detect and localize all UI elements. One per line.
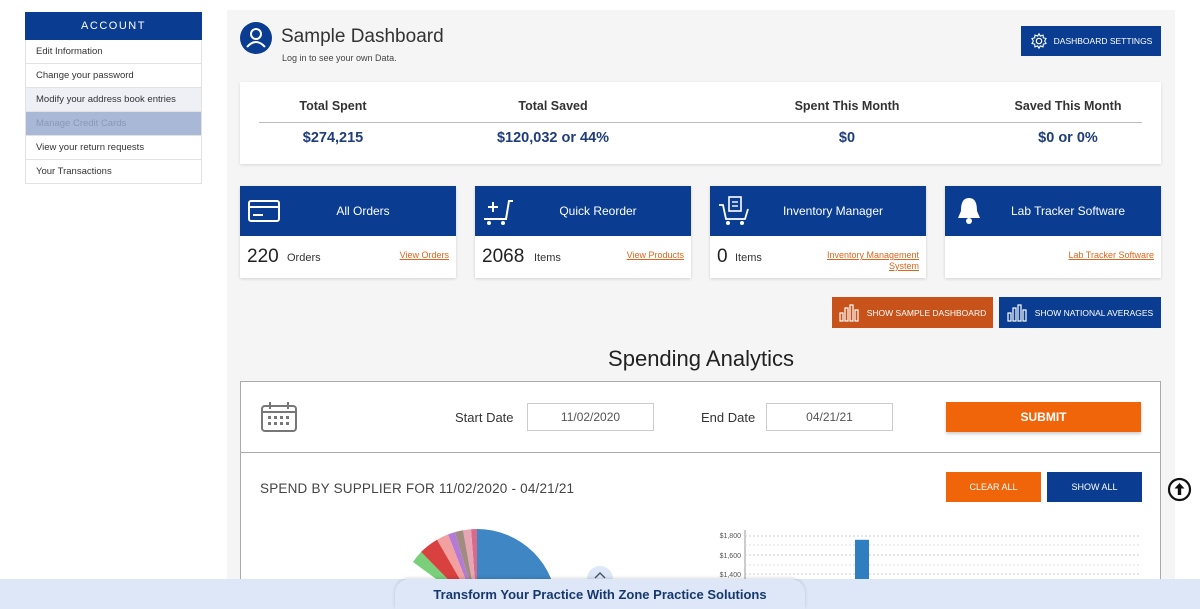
show-sample-dashboard-button[interactable]: SHOW SAMPLE DASHBOARD bbox=[832, 297, 993, 328]
card-all-orders: All Orders 220 Orders View Orders bbox=[240, 186, 456, 278]
card-title: Inventory Manager bbox=[782, 204, 884, 218]
y-tick-label: $1,400 bbox=[720, 572, 742, 579]
clear-all-button[interactable]: CLEAR ALL bbox=[946, 472, 1041, 502]
credit-card-icon bbox=[248, 200, 280, 222]
card-unit: Items bbox=[534, 252, 561, 264]
date-filter-row: Start Date End Date SUBMIT bbox=[241, 382, 1160, 453]
stat-value-total-spent: $274,215 bbox=[302, 130, 364, 146]
page-title: Sample Dashboard bbox=[281, 26, 444, 47]
sidebar-header: ACCOUNT bbox=[25, 12, 202, 40]
lab-tracker-link[interactable]: Lab Tracker Software bbox=[1068, 250, 1154, 260]
sidebar-item-return-requests[interactable]: View your return requests bbox=[25, 136, 202, 160]
card-unit: Orders bbox=[287, 252, 321, 264]
dashboard-settings-label: DASHBOARD SETTINGS bbox=[1053, 36, 1153, 46]
show-national-averages-button[interactable]: SHOW NATIONAL AVERAGES bbox=[999, 297, 1161, 328]
analytics-box: Start Date End Date SUBMIT SPEND BY SUPP… bbox=[240, 381, 1161, 609]
user-avatar-icon bbox=[240, 22, 272, 54]
card-title: Quick Reorder bbox=[559, 204, 637, 218]
card-lab-tracker: Lab Tracker Software Lab Tracker Softwar… bbox=[945, 186, 1161, 278]
start-date-label: Start Date bbox=[455, 410, 514, 425]
spending-analytics-title: Spending Analytics bbox=[608, 346, 794, 371]
y-tick-label: $1,800 bbox=[720, 533, 742, 540]
inventory-cart-icon bbox=[719, 196, 749, 225]
sidebar-item-edit-information[interactable]: Edit Information bbox=[25, 40, 202, 64]
card-title: Lab Tracker Software bbox=[1010, 204, 1126, 218]
cart-plus-icon bbox=[484, 200, 513, 225]
card-header[interactable]: Inventory Manager bbox=[710, 186, 926, 236]
inventory-management-link[interactable]: Inventory Management System bbox=[826, 250, 919, 271]
page-subtitle: Log in to see your own Data. bbox=[282, 53, 397, 63]
stat-value-saved-this-month: $0 or 0% bbox=[1038, 130, 1098, 146]
end-date-label: End Date bbox=[701, 410, 756, 425]
card-count: 2068 bbox=[482, 246, 525, 267]
card-count: 220 bbox=[247, 246, 279, 267]
scroll-to-top-icon[interactable] bbox=[1167, 477, 1192, 502]
spend-by-supplier-title: SPEND BY SUPPLIER FOR 11/02/2020 - 04/21… bbox=[260, 481, 575, 496]
gear-icon bbox=[1030, 32, 1047, 50]
stat-label-saved-this-month: Saved This Month bbox=[1014, 99, 1122, 113]
dashboard-settings-button[interactable]: DASHBOARD SETTINGS bbox=[1021, 26, 1161, 56]
sidebar-item-address-book[interactable]: Modify your address book entries bbox=[25, 88, 202, 112]
dashboard-panel: Sample Dashboard Log in to see your own … bbox=[227, 10, 1175, 609]
y-tick-label: $1,600 bbox=[720, 553, 742, 560]
card-header[interactable]: Quick Reorder bbox=[475, 186, 691, 236]
card-title: All Orders bbox=[336, 204, 390, 218]
account-sidebar: ACCOUNT Edit Information Change your pas… bbox=[25, 12, 202, 184]
card-header[interactable]: Lab Tracker Software bbox=[945, 186, 1161, 236]
bar-chart-icon bbox=[1007, 303, 1027, 322]
show-sample-dashboard-label: SHOW SAMPLE DASHBOARD bbox=[866, 307, 987, 318]
sidebar-item-transactions[interactable]: Your Transactions bbox=[25, 160, 202, 184]
promo-banner-text: Transform Your Practice With Zone Practi… bbox=[433, 586, 767, 602]
card-unit: Items bbox=[735, 252, 762, 264]
bell-icon bbox=[958, 198, 980, 224]
show-national-averages-label: SHOW NATIONAL AVERAGES bbox=[1034, 307, 1154, 318]
view-orders-link[interactable]: View Orders bbox=[399, 250, 449, 260]
stats-panel: Total Spent Total Saved Spent This Month… bbox=[240, 82, 1161, 164]
stat-label-spent-this-month: Spent This Month bbox=[794, 99, 900, 113]
sidebar-item-change-password[interactable]: Change your password bbox=[25, 64, 202, 88]
chevron-up-icon bbox=[594, 572, 606, 579]
promo-banner[interactable]: Transform Your Practice With Zone Practi… bbox=[395, 579, 805, 609]
start-date-input[interactable] bbox=[527, 403, 654, 431]
view-products-link[interactable]: View Products bbox=[626, 250, 684, 260]
card-count: 0 bbox=[717, 246, 728, 267]
calendar-icon bbox=[261, 402, 297, 432]
stat-label-total-spent: Total Spent bbox=[299, 99, 367, 113]
stats-divider bbox=[259, 122, 1142, 123]
card-quick-reorder: Quick Reorder 2068 Items View Products bbox=[475, 186, 691, 278]
submit-button[interactable]: SUBMIT bbox=[946, 402, 1141, 432]
end-date-input[interactable] bbox=[766, 403, 893, 431]
stat-value-spent-this-month: $0 bbox=[838, 130, 856, 146]
stat-value-total-saved: $120,032 or 44% bbox=[496, 130, 610, 146]
bar-chart-icon bbox=[839, 303, 859, 322]
card-inventory-manager: Inventory Manager 0 Items Inventory Mana… bbox=[710, 186, 926, 278]
show-all-button[interactable]: SHOW ALL bbox=[1047, 472, 1142, 502]
stat-label-total-saved: Total Saved bbox=[518, 99, 588, 113]
sidebar-item-credit-cards[interactable]: Manage Credit Cards bbox=[25, 112, 202, 136]
card-header[interactable]: All Orders bbox=[240, 186, 456, 236]
